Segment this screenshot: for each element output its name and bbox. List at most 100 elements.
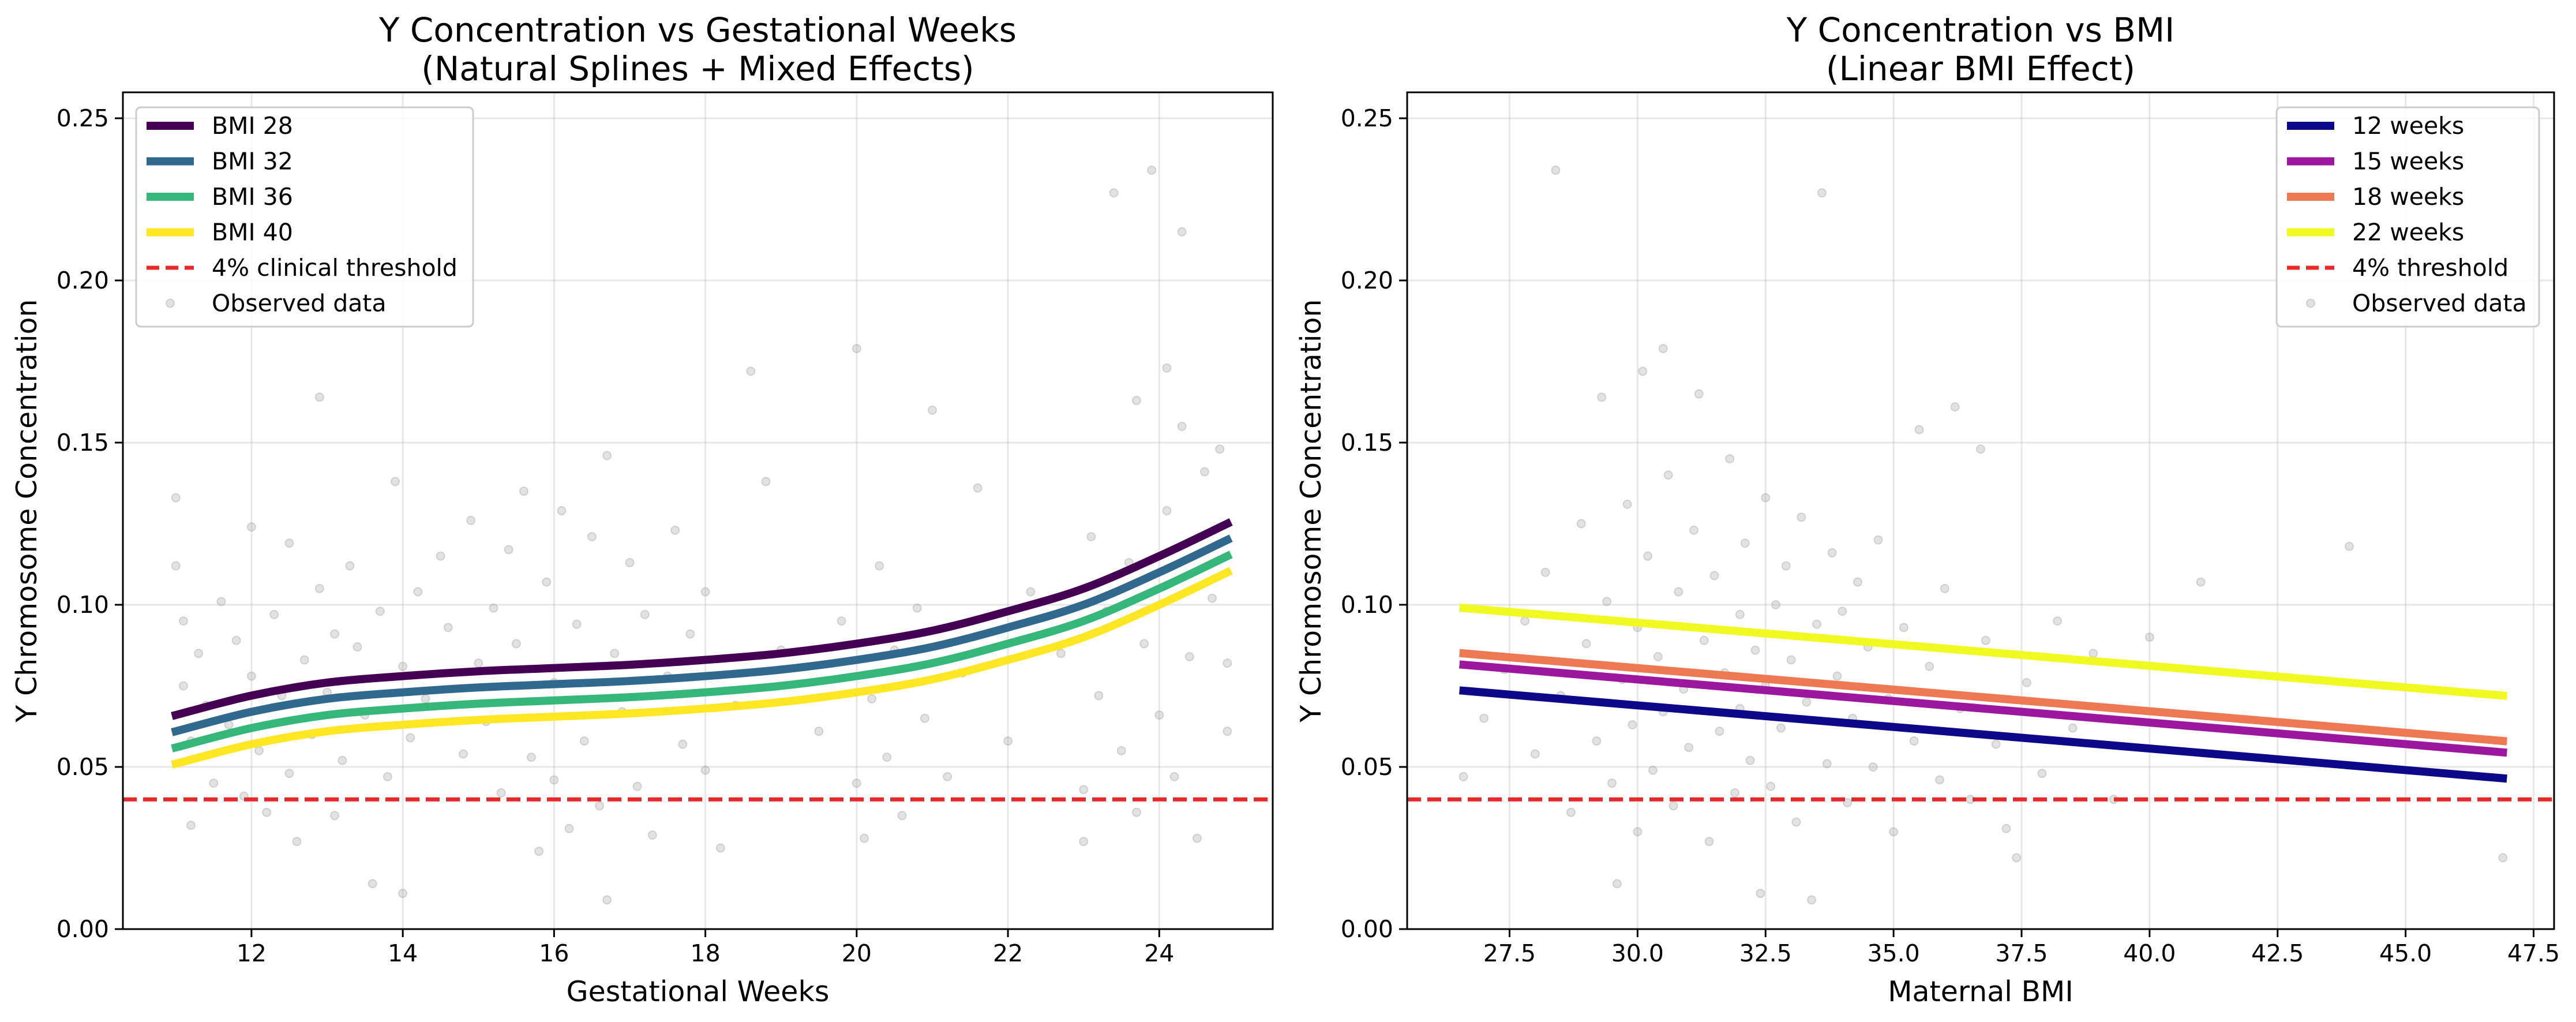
y-tick-label-3: 0.15 [1341, 429, 1393, 456]
data-point-21 [1638, 366, 1648, 376]
data-point-0 [171, 493, 181, 503]
x-tick-label-5: 22 [993, 939, 1023, 967]
data-point-39 [406, 733, 415, 743]
data-point-57 [549, 775, 559, 785]
data-point-54 [1791, 817, 1801, 827]
chart-title-line-2: (Linear BMI Effect) [1826, 49, 2135, 88]
data-point-93 [912, 603, 922, 613]
data-point-77 [700, 587, 710, 597]
data-point-25 [314, 392, 324, 402]
legend: BMI 28 BMI 32 BMI 36 BMI 40 4% clinical thre… [135, 106, 474, 328]
data-point-60 [572, 619, 582, 629]
data-point-8 [209, 778, 219, 788]
data-point-1 [171, 561, 181, 571]
data-point-88 [2053, 616, 2063, 626]
x-tick-label-5: 40.0 [2123, 939, 2176, 967]
plot-frame [122, 91, 1274, 930]
data-point-10 [1581, 639, 1591, 649]
data-point-90 [882, 753, 892, 762]
legend-label-0: BMI 28 [212, 112, 293, 140]
data-point-71 [647, 830, 657, 840]
data-point-77 [1940, 583, 1949, 593]
data-point-2 [178, 616, 188, 626]
data-point-24 [314, 583, 324, 593]
y-tick-label-3: 0.15 [57, 429, 109, 456]
data-point-98 [973, 483, 983, 493]
data-point-6 [1551, 165, 1561, 175]
x-tick-label-1: 14 [388, 939, 418, 967]
data-point-76 [700, 765, 710, 775]
data-point-126 [1223, 658, 1232, 668]
data-point-82 [1981, 635, 1990, 645]
y-tick-label-2: 0.10 [1341, 591, 1393, 619]
data-point-118 [1177, 227, 1187, 237]
data-point-117 [1169, 772, 1179, 781]
x-tick-label-3: 35.0 [1867, 939, 1919, 967]
data-point-92 [2144, 632, 2154, 642]
data-point-75 [1925, 661, 1934, 671]
data-point-83 [1991, 739, 2001, 749]
legend-label-5: Observed data [212, 290, 387, 317]
data-point-27 [330, 629, 340, 639]
data-point-11 [231, 635, 241, 645]
data-point-59 [1817, 188, 1827, 198]
data-point-22 [1643, 551, 1653, 561]
data-point-53 [527, 753, 537, 762]
data-point-37 [1715, 727, 1724, 736]
data-point-63 [1838, 607, 1847, 616]
data-point-29 [1674, 587, 1683, 597]
data-point-101 [1056, 649, 1066, 658]
data-point-31 [1684, 743, 1694, 753]
series-line-2 [1459, 649, 2507, 746]
data-point-94 [2345, 541, 2354, 551]
x-tick-label-1: 30.0 [1611, 939, 1664, 967]
data-point-9 [216, 597, 226, 607]
data-point-87 [859, 833, 869, 843]
data-point-3 [1520, 616, 1530, 626]
x-tick-label-7: 45.0 [2379, 939, 2432, 967]
data-point-5 [1540, 567, 1550, 577]
data-point-6 [194, 649, 204, 658]
legend-label-4: 4% clinical threshold [212, 254, 458, 282]
data-point-4 [1530, 749, 1540, 759]
legend-label-2: BMI 36 [212, 183, 293, 211]
data-point-62 [587, 531, 597, 541]
data-point-81 [1976, 444, 1985, 454]
data-point-85 [2012, 853, 2022, 863]
data-point-119 [1177, 421, 1187, 431]
data-point-74 [678, 739, 688, 749]
data-point-87 [2037, 769, 2047, 778]
data-point-41 [421, 694, 430, 703]
data-point-84 [2001, 823, 2011, 833]
right-chart-panel: Y Concentration vs BMI(Linear BMI Effect… [1295, 10, 2560, 1008]
x-axis-label: Maternal BMI [1888, 975, 2073, 1008]
data-point-72 [1899, 623, 1908, 632]
data-point-89 [2068, 723, 2078, 733]
data-point-89 [875, 561, 884, 571]
data-point-18 [1628, 720, 1637, 729]
data-point-45 [1750, 645, 1760, 655]
data-point-36 [391, 477, 400, 486]
data-point-42 [436, 551, 445, 561]
legend: 12 weeks 15 weeks 18 weeks 22 weeks 4% thres… [2275, 106, 2540, 328]
data-point-94 [920, 713, 929, 723]
x-tick-label-2: 32.5 [1739, 939, 1792, 967]
legend-label-5: Observed data [2352, 290, 2527, 317]
plot-area [123, 165, 1273, 905]
data-point-69 [632, 781, 642, 791]
data-point-107 [1109, 188, 1119, 198]
data-point-66 [1853, 577, 1862, 587]
data-point-93 [2196, 577, 2206, 587]
x-tick-label-0: 27.5 [1483, 939, 1536, 967]
x-tick-label-4: 37.5 [1995, 939, 2048, 967]
data-point-61 [1827, 548, 1837, 558]
data-point-45 [466, 515, 476, 525]
data-point-86 [2022, 677, 2031, 687]
data-point-113 [1147, 165, 1157, 175]
x-axis-label: Gestational Weeks [567, 975, 830, 1008]
y-tick-label-0: 0.00 [57, 915, 109, 943]
y-axis-label: Y Chromosome Concentration [1295, 299, 1328, 722]
data-point-105 [1094, 691, 1104, 701]
data-point-1 [1479, 713, 1489, 723]
